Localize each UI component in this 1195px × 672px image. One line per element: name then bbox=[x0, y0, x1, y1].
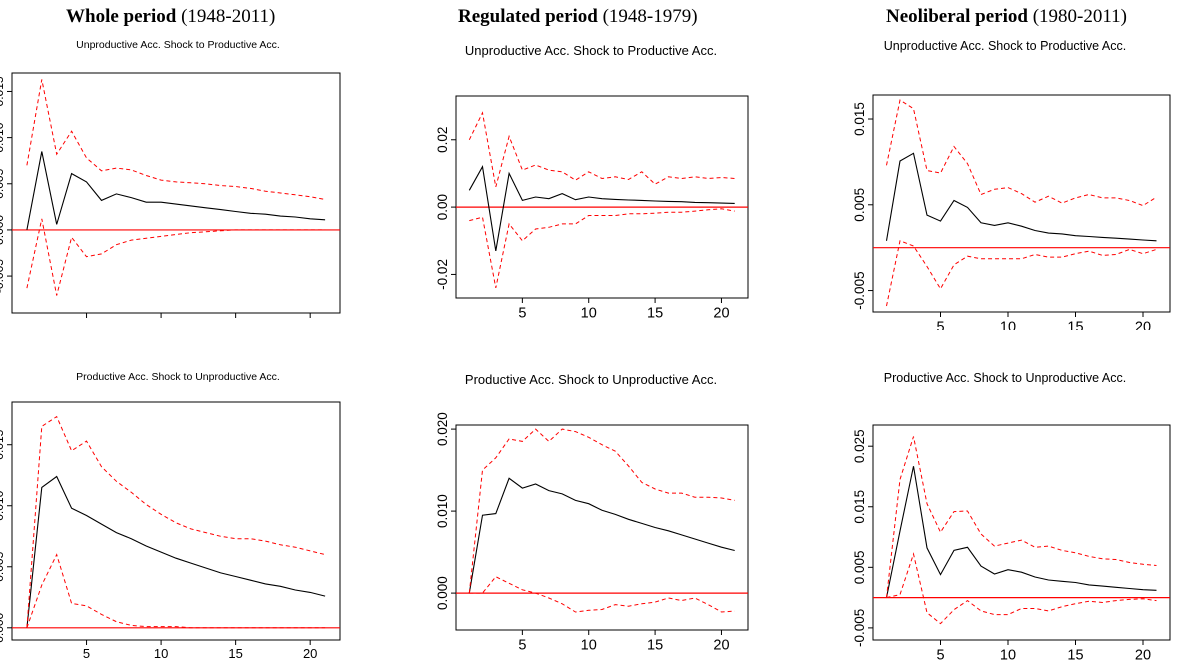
y-tick-label: 0.025 bbox=[852, 429, 867, 463]
lower-band-line bbox=[469, 208, 735, 289]
y-tick-label: 0.00 bbox=[435, 194, 450, 220]
x-tick-label: 20 bbox=[713, 638, 729, 654]
plot-frame bbox=[11, 72, 341, 314]
x-tick-label: 5 bbox=[936, 320, 944, 331]
header-regulated-period: Regulated period (1948-1979) bbox=[458, 6, 698, 27]
upper-band-line bbox=[468, 428, 735, 594]
x-tick-label: 15 bbox=[647, 638, 663, 654]
y-tick-label: 0.000 bbox=[0, 612, 6, 642]
x-tick-label: 20 bbox=[1135, 648, 1151, 664]
header-neoliberal-period: Neoliberal period (1980-2011) bbox=[886, 6, 1127, 27]
x-tick-label: 10 bbox=[581, 638, 597, 654]
y-tick-label: 0.005 bbox=[0, 168, 6, 198]
chart-whole-unproductive-shock: Unproductive Acc. Shock to Productive Ac… bbox=[0, 30, 360, 334]
y-tick-label: 0.010 bbox=[435, 494, 450, 528]
chart-title: Unproductive Acc. Shock to Productive Ac… bbox=[884, 39, 1126, 53]
x-tick-label: 5 bbox=[83, 646, 90, 661]
x-tick-label: 5 bbox=[936, 648, 944, 664]
chart-title: Unproductive Acc. Shock to Productive Ac… bbox=[76, 39, 280, 51]
response-line bbox=[885, 152, 1157, 242]
x-tick-label: 15 bbox=[228, 319, 242, 320]
y-tick-label: -0.02 bbox=[435, 259, 450, 290]
y-tick-label: 0.000 bbox=[435, 576, 450, 610]
upper-band-line bbox=[886, 436, 1157, 598]
y-tick-label: 0.005 bbox=[0, 551, 6, 581]
chart-neoliberal-unproductive-shock: Unproductive Acc. Shock to Productive Ac… bbox=[835, 30, 1195, 336]
x-tick-label: 10 bbox=[154, 646, 168, 661]
lower-band-line bbox=[26, 218, 326, 296]
x-tick-label: 10 bbox=[1000, 648, 1016, 664]
y-tick-label: 0.010 bbox=[0, 490, 6, 520]
response-line bbox=[468, 165, 735, 251]
chart-regulated-unproductive-shock: Unproductive Acc. Shock to Productive Ac… bbox=[408, 30, 768, 340]
upper-band-line bbox=[26, 415, 326, 628]
x-tick-label: 5 bbox=[518, 306, 526, 322]
header-whole-period: Whole period (1948-2011) bbox=[66, 6, 276, 27]
x-tick-label: 5 bbox=[518, 638, 526, 654]
plot-frame bbox=[872, 424, 1171, 641]
y-tick-label: 0.015 bbox=[852, 490, 867, 524]
response-line bbox=[26, 475, 326, 628]
y-tick-label: -0.005 bbox=[0, 259, 6, 293]
x-tick-label: 20 bbox=[303, 319, 317, 320]
x-tick-label: 10 bbox=[1000, 320, 1016, 331]
y-tick-label: 0.005 bbox=[852, 188, 867, 222]
response-line bbox=[885, 466, 1157, 598]
y-tick-label: 0.005 bbox=[852, 550, 867, 584]
chart-title: Unproductive Acc. Shock to Productive Ac… bbox=[465, 43, 717, 58]
x-tick-label: 20 bbox=[303, 646, 317, 661]
y-tick-label: 0.010 bbox=[0, 122, 6, 152]
x-tick-label: 15 bbox=[1067, 320, 1083, 331]
x-tick-label: 15 bbox=[1067, 648, 1083, 664]
lower-band-line bbox=[26, 553, 326, 629]
y-tick-label: 0.000 bbox=[0, 215, 6, 245]
lower-band-line bbox=[469, 576, 735, 613]
y-tick-label: 0.020 bbox=[435, 412, 450, 446]
chart-whole-productive-shock: Productive Acc. Shock to Unproductive Ac… bbox=[0, 362, 360, 672]
y-tick-label: -0.005 bbox=[852, 271, 867, 309]
x-tick-label: 20 bbox=[713, 306, 729, 322]
plot-frame bbox=[455, 95, 749, 299]
chart-neoliberal-productive-shock: Productive Acc. Shock to Unproductive Ac… bbox=[835, 362, 1195, 672]
x-tick-label: 15 bbox=[647, 306, 663, 322]
y-tick-label: 0.015 bbox=[0, 429, 6, 459]
upper-band-line bbox=[26, 79, 326, 200]
x-tick-label: 20 bbox=[1135, 320, 1151, 331]
chart-title: Productive Acc. Shock to Unproductive Ac… bbox=[465, 372, 717, 387]
x-tick-label: 10 bbox=[581, 306, 597, 322]
y-tick-label: 0.015 bbox=[852, 102, 867, 136]
plot-frame bbox=[872, 94, 1171, 313]
upper-band-line bbox=[468, 111, 735, 188]
chart-title: Productive Acc. Shock to Unproductive Ac… bbox=[884, 371, 1126, 385]
x-tick-label: 5 bbox=[83, 319, 90, 320]
lower-band-line bbox=[886, 240, 1157, 307]
upper-band-line bbox=[886, 99, 1157, 207]
plot-frame bbox=[455, 424, 749, 631]
x-tick-label: 15 bbox=[228, 646, 242, 661]
x-tick-label: 10 bbox=[154, 319, 168, 320]
y-tick-label: 0.015 bbox=[0, 76, 6, 106]
chart-regulated-productive-shock: Productive Acc. Shock to Unproductive Ac… bbox=[408, 362, 768, 672]
chart-title: Productive Acc. Shock to Unproductive Ac… bbox=[76, 371, 280, 383]
y-tick-label: 0.02 bbox=[435, 127, 450, 153]
response-line bbox=[26, 151, 326, 231]
response-line bbox=[468, 477, 735, 594]
plot-frame bbox=[11, 401, 341, 641]
lower-band-line bbox=[886, 552, 1157, 625]
y-tick-label: -0.005 bbox=[852, 609, 867, 647]
